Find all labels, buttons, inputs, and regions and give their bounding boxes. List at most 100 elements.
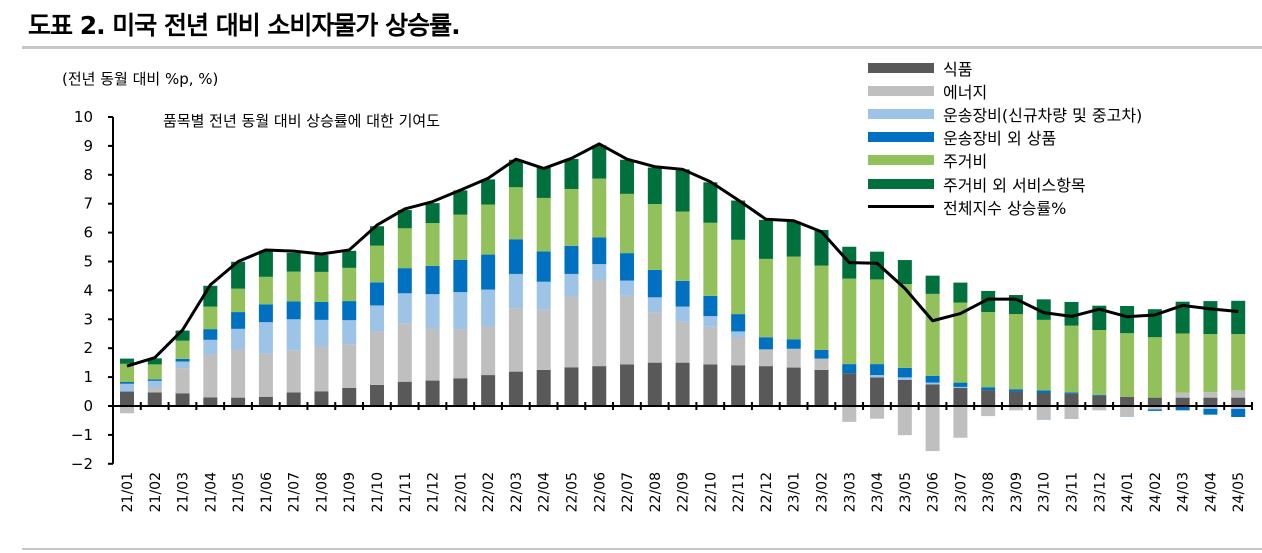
bar-22-07-s4	[620, 193, 635, 254]
y-tick-label: 2	[83, 339, 93, 357]
bar-23-01-s5	[786, 221, 801, 257]
bar-22-03-s4	[508, 187, 523, 240]
bar-22-05-s2	[564, 273, 579, 297]
legend-swatch	[868, 178, 934, 189]
bar-23-04-s4	[870, 279, 885, 365]
x-tick-label: 21/01	[120, 472, 136, 512]
bar-22-04-s5	[536, 167, 551, 198]
bar-21-12-s1	[425, 328, 440, 381]
bar-23-02-s1	[814, 358, 829, 370]
legend-label: 주거비 외 서비스항목	[943, 175, 1086, 195]
y-tick-label: 0	[83, 397, 93, 415]
bar-22-09-s5	[675, 169, 690, 212]
x-tick-label: 21/11	[398, 472, 414, 512]
bar-22-11-s2	[731, 331, 746, 338]
bar-23-10-s4	[1036, 319, 1051, 391]
bar-22-07-s0	[620, 364, 635, 406]
x-tick-label: 21/07	[287, 472, 303, 512]
bar-21-07-s4	[286, 271, 301, 302]
bar-22-06-s4	[592, 178, 607, 238]
bar-21-05-s0	[231, 397, 246, 406]
bar-21-09-s4	[342, 267, 357, 302]
bar-23-10-s2	[1036, 419, 1051, 420]
legend-item-food: 식품	[868, 56, 1142, 79]
bar-23-11-s1	[1064, 406, 1079, 420]
bar-21-01-s5	[120, 358, 134, 364]
bar-24-05-s5	[1231, 300, 1246, 335]
bar-21-11-s5	[397, 210, 412, 229]
y-tick-label: 3	[83, 310, 93, 328]
bar-23-03-s1	[842, 406, 857, 422]
x-tick-label: 22/02	[481, 472, 497, 512]
bar-21-01-s1	[120, 406, 134, 414]
bar-23-03-s0	[842, 373, 857, 406]
bar-24-01-s1	[1120, 406, 1135, 417]
bar-21-06-s2	[258, 322, 273, 354]
y-tick-label: 10	[74, 108, 93, 126]
x-tick-label: 22/09	[676, 472, 692, 512]
bar-21-07-s3	[286, 301, 301, 320]
bar-24-03-s1	[1175, 392, 1190, 398]
bar-24-03-s3	[1175, 406, 1190, 411]
bar-21-09-s5	[342, 250, 357, 268]
legend-swatch	[868, 132, 934, 143]
bar-21-02-s1	[147, 387, 162, 393]
bar-21-04-s2	[203, 339, 218, 355]
bar-21-04-s1	[203, 354, 218, 398]
bar-23-07-s5	[953, 282, 968, 303]
bar-22-09-s1	[675, 321, 690, 363]
bar-22-11-s3	[731, 314, 746, 332]
bar-22-02-s0	[481, 375, 496, 406]
bar-21-05-s2	[231, 328, 246, 350]
bar-23-02-s5	[814, 229, 829, 266]
x-tick-label: 24/01	[1120, 472, 1136, 512]
bar-23-10-s5	[1036, 299, 1051, 320]
bar-24-05-s0	[1231, 397, 1246, 406]
bar-22-09-s2	[675, 306, 690, 322]
bar-21-07-s1	[286, 350, 301, 393]
bar-22-07-s5	[620, 159, 635, 194]
bar-23-07-s2	[953, 386, 968, 388]
bar-24-04-s2	[1203, 406, 1218, 409]
bar-21-03-s1	[175, 368, 190, 394]
x-tick-label: 24/02	[1148, 472, 1164, 512]
y-tick-label: −1	[71, 426, 93, 444]
x-tick-label: 23/12	[1092, 472, 1108, 512]
bar-23-01-s0	[786, 367, 801, 406]
legend-item-services: 주거비 외 서비스항목	[868, 172, 1142, 195]
y-tick-label: 4	[83, 281, 93, 299]
bar-24-01-s0	[1120, 396, 1135, 406]
x-tick-label: 22/11	[731, 472, 747, 512]
bar-23-12-s0	[1092, 395, 1107, 406]
x-tick-label: 21/05	[231, 472, 247, 512]
bar-21-12-s2	[425, 294, 440, 329]
bar-22-05-s4	[564, 188, 579, 246]
y-axis-unit-label: (전년 동월 대비 %p, %)	[62, 70, 219, 88]
x-tick-label: 22/07	[620, 472, 636, 512]
bar-21-11-s4	[397, 228, 412, 269]
bar-23-05-s1	[897, 406, 912, 436]
bar-24-02-s0	[1147, 397, 1162, 406]
bar-22-05-s3	[564, 245, 579, 274]
bar-23-06-s3	[925, 375, 940, 383]
x-tick-label: 24/05	[1231, 472, 1247, 512]
bar-21-03-s2	[175, 361, 190, 369]
bar-22-02-s3	[481, 254, 496, 290]
bar-23-05-s2	[897, 377, 912, 380]
bar-21-02-s4	[147, 364, 162, 380]
bottom-divider	[22, 548, 1262, 550]
bar-24-05-s3	[1231, 408, 1246, 417]
bar-23-08-s5	[981, 290, 996, 313]
bar-23-04-s2	[870, 375, 885, 378]
bar-23-10-s1	[1036, 406, 1051, 420]
bar-24-03-s0	[1175, 397, 1190, 406]
bar-21-06-s5	[258, 250, 273, 277]
bar-23-09-s1	[1008, 406, 1023, 411]
bar-22-09-s4	[675, 211, 690, 281]
x-tick-label: 23/09	[1009, 472, 1025, 512]
bar-24-02-s4	[1147, 337, 1162, 398]
bar-22-06-s5	[592, 145, 607, 179]
bar-22-01-s5	[453, 190, 468, 215]
bar-21-02-s5	[147, 358, 162, 365]
bar-23-08-s4	[981, 312, 996, 388]
